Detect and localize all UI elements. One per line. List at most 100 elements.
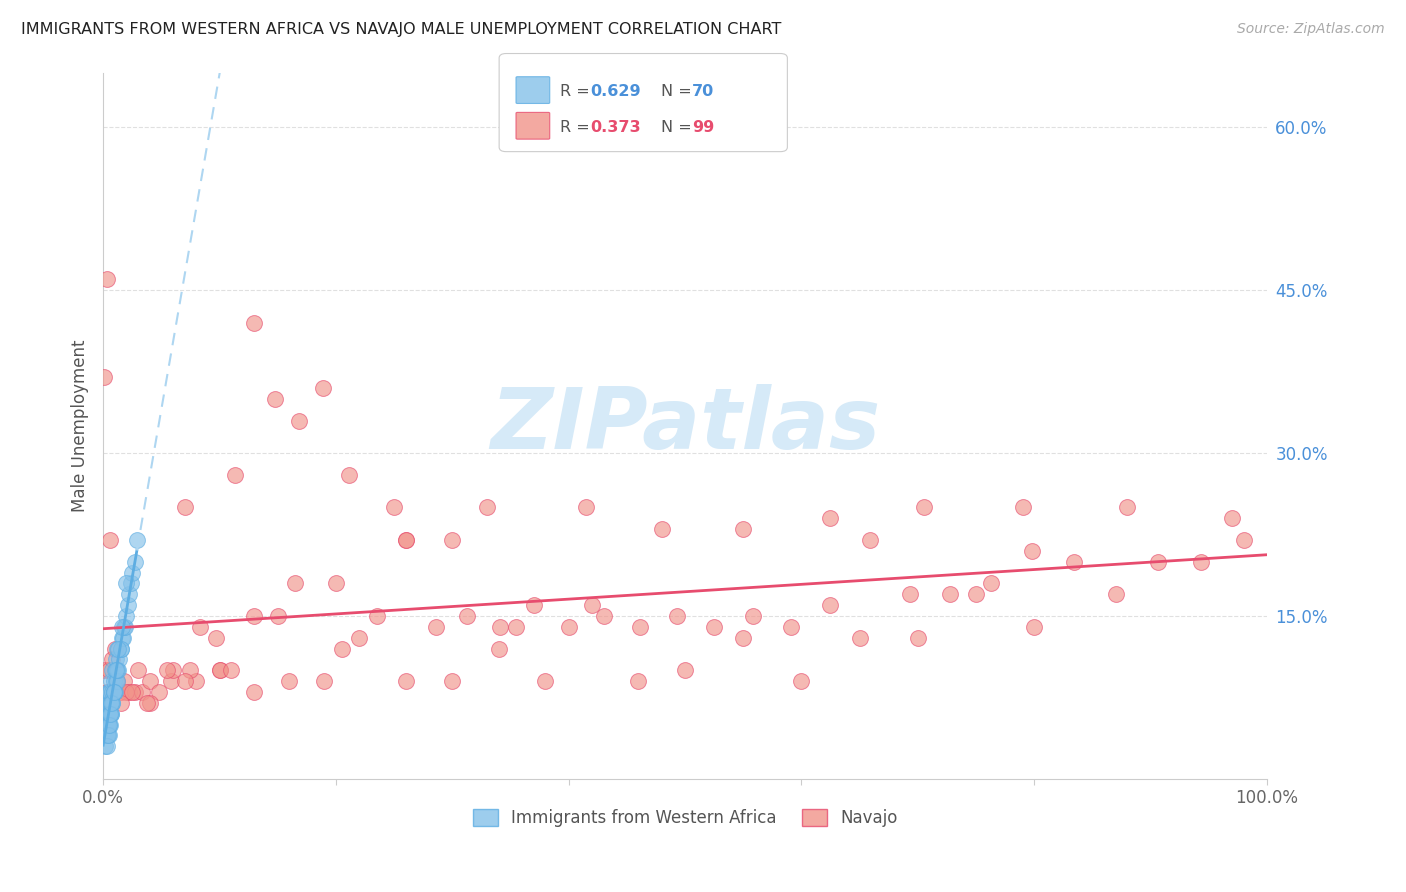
Point bbox=[114, 620, 136, 634]
Point bbox=[314, 674, 336, 689]
Point bbox=[101, 696, 124, 710]
Point bbox=[103, 685, 125, 699]
Point bbox=[456, 609, 478, 624]
Point bbox=[115, 685, 138, 699]
Point bbox=[118, 685, 141, 699]
Point bbox=[124, 685, 146, 699]
Point bbox=[97, 706, 120, 721]
Point bbox=[100, 706, 122, 721]
Point bbox=[741, 609, 763, 624]
Point bbox=[278, 674, 301, 689]
Point bbox=[97, 717, 120, 731]
Point bbox=[97, 685, 120, 699]
Point bbox=[107, 663, 129, 677]
Point bbox=[96, 739, 118, 754]
Point bbox=[110, 641, 132, 656]
Point bbox=[93, 729, 115, 743]
Point bbox=[111, 620, 134, 634]
Point bbox=[534, 674, 557, 689]
Point bbox=[94, 729, 117, 743]
Point bbox=[138, 696, 160, 710]
Point bbox=[104, 641, 127, 656]
Point bbox=[98, 706, 121, 721]
Point bbox=[93, 717, 115, 731]
Point bbox=[94, 706, 117, 721]
Point bbox=[395, 674, 418, 689]
Point bbox=[148, 685, 170, 699]
Text: 70: 70 bbox=[692, 85, 714, 99]
Point bbox=[105, 674, 128, 689]
Point bbox=[96, 685, 118, 699]
Point bbox=[1189, 555, 1212, 569]
Point bbox=[98, 533, 121, 547]
Point bbox=[347, 631, 370, 645]
Point bbox=[100, 696, 122, 710]
Point bbox=[1116, 500, 1139, 515]
Text: IMMIGRANTS FROM WESTERN AFRICA VS NAVAJO MALE UNEMPLOYMENT CORRELATION CHART: IMMIGRANTS FROM WESTERN AFRICA VS NAVAJO… bbox=[21, 22, 782, 37]
Point bbox=[287, 413, 309, 427]
Y-axis label: Male Unemployment: Male Unemployment bbox=[72, 340, 89, 512]
Point bbox=[1233, 533, 1256, 547]
Point bbox=[110, 641, 132, 656]
Point bbox=[219, 663, 242, 677]
Point bbox=[104, 652, 127, 666]
Point bbox=[104, 663, 127, 677]
Point bbox=[1104, 587, 1126, 601]
Point bbox=[243, 685, 266, 699]
Point bbox=[96, 717, 118, 731]
Point bbox=[980, 576, 1002, 591]
Point bbox=[1024, 620, 1046, 634]
Point bbox=[98, 717, 121, 731]
Point bbox=[733, 522, 755, 536]
Point bbox=[159, 674, 181, 689]
Point bbox=[581, 598, 603, 612]
Point bbox=[111, 631, 134, 645]
Text: ZIPatlas: ZIPatlas bbox=[489, 384, 880, 467]
Point bbox=[1063, 555, 1085, 569]
Point bbox=[103, 674, 125, 689]
Point bbox=[557, 620, 579, 634]
Point bbox=[628, 620, 651, 634]
Point bbox=[93, 370, 115, 384]
Point bbox=[98, 696, 121, 710]
Point bbox=[97, 717, 120, 731]
Text: Source: ZipAtlas.com: Source: ZipAtlas.com bbox=[1237, 22, 1385, 37]
Point bbox=[1146, 555, 1168, 569]
Point bbox=[97, 717, 120, 731]
Point bbox=[173, 500, 195, 515]
Point bbox=[523, 598, 546, 612]
Point bbox=[101, 696, 124, 710]
Point bbox=[97, 663, 120, 677]
Text: 0.629: 0.629 bbox=[591, 85, 641, 99]
Point bbox=[125, 533, 148, 547]
Point bbox=[330, 641, 353, 656]
Point bbox=[100, 674, 122, 689]
Point bbox=[156, 663, 179, 677]
Point bbox=[224, 467, 246, 482]
Point bbox=[939, 587, 962, 601]
Point bbox=[243, 609, 266, 624]
Point bbox=[489, 620, 512, 634]
Point bbox=[173, 674, 195, 689]
Point bbox=[284, 576, 307, 591]
Point bbox=[243, 316, 266, 330]
Point bbox=[105, 641, 128, 656]
Text: 99: 99 bbox=[692, 120, 714, 135]
Point bbox=[859, 533, 882, 547]
Point bbox=[1021, 544, 1043, 558]
Point bbox=[108, 652, 131, 666]
Point bbox=[186, 674, 208, 689]
Point bbox=[121, 566, 143, 580]
Point bbox=[733, 631, 755, 645]
Point bbox=[104, 674, 127, 689]
Point bbox=[820, 598, 842, 612]
Point bbox=[96, 729, 118, 743]
Point bbox=[96, 729, 118, 743]
Point bbox=[395, 533, 418, 547]
Point bbox=[100, 706, 122, 721]
Point bbox=[112, 620, 135, 634]
Point bbox=[1011, 500, 1033, 515]
Point bbox=[97, 696, 120, 710]
Point bbox=[441, 674, 464, 689]
Point bbox=[110, 696, 132, 710]
